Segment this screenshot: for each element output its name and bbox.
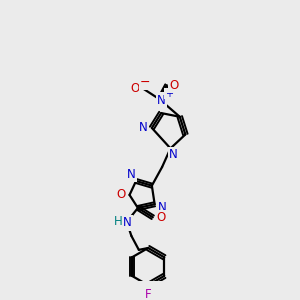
Text: N: N bbox=[123, 216, 132, 230]
Text: N: N bbox=[158, 202, 167, 214]
Text: N: N bbox=[127, 168, 136, 181]
Text: H: H bbox=[114, 214, 123, 227]
Text: +: + bbox=[165, 88, 172, 98]
Text: N: N bbox=[169, 148, 178, 161]
Text: O: O bbox=[157, 211, 166, 224]
Text: O: O bbox=[169, 79, 179, 92]
Text: N: N bbox=[157, 94, 166, 106]
Text: N: N bbox=[139, 122, 148, 134]
Text: O: O bbox=[130, 82, 140, 95]
Text: −: − bbox=[140, 76, 151, 89]
Text: F: F bbox=[145, 288, 152, 300]
Text: O: O bbox=[116, 188, 126, 201]
